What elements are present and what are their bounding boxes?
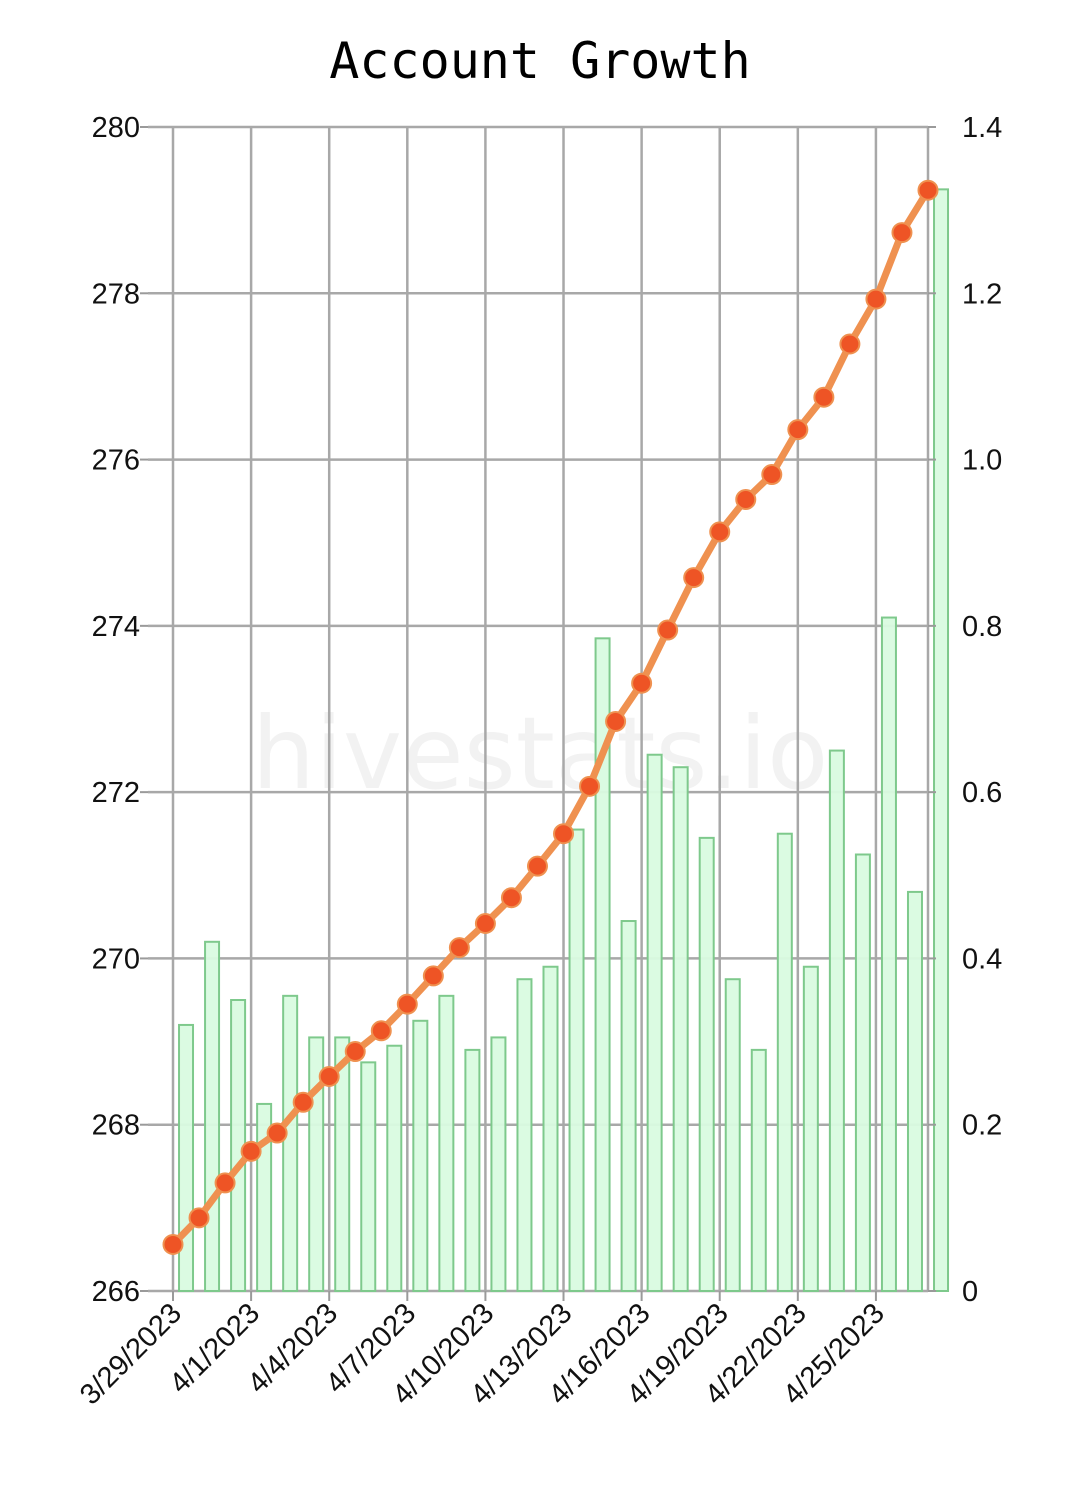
bar [282, 994, 299, 1292]
bar [412, 1019, 429, 1292]
grid [148, 125, 930, 1293]
line-point [162, 1233, 184, 1255]
bar [386, 1044, 403, 1292]
line-point [318, 1065, 340, 1087]
line-point [370, 1020, 392, 1042]
left-y-tick-label: 266 [92, 1276, 140, 1308]
left-y-tick-label: 274 [92, 611, 140, 643]
bar [854, 853, 871, 1292]
line-point [917, 179, 939, 201]
left-y-tick-label: 268 [92, 1110, 140, 1142]
bar [204, 940, 221, 1292]
bar [698, 836, 715, 1292]
bar [802, 965, 819, 1292]
bar [360, 1061, 377, 1293]
line-point [188, 1207, 210, 1229]
line-point [500, 887, 522, 909]
right-y-tick-label: 0.6 [962, 777, 1002, 809]
bar [776, 832, 793, 1292]
right-y-tick-label: 1.4 [962, 112, 1002, 144]
left-y-tick-label: 276 [92, 445, 140, 477]
line-point [787, 419, 809, 441]
right-y-tick-label: 0.2 [962, 1110, 1002, 1142]
right-y-tick-label: 0.4 [962, 943, 1002, 975]
line-point [813, 386, 835, 408]
bar [594, 637, 611, 1292]
bar [334, 1036, 351, 1293]
line-point [865, 288, 887, 310]
right-y-tick-label: 0 [962, 1276, 978, 1308]
line-point [553, 823, 575, 845]
line-point [839, 333, 861, 355]
line-point [579, 775, 601, 797]
right-y-tick-label: 0.8 [962, 611, 1002, 643]
line-point [344, 1041, 366, 1063]
bar [933, 188, 950, 1292]
line-point [761, 464, 783, 486]
bar [620, 920, 637, 1292]
line-point [709, 521, 731, 543]
bar [828, 749, 845, 1292]
bar [724, 978, 741, 1292]
line-point [214, 1172, 236, 1194]
chart-title: Account Growth [329, 32, 750, 90]
bar [672, 766, 689, 1292]
line-point [657, 619, 679, 641]
line-point [683, 567, 705, 589]
bar-series [178, 188, 950, 1293]
bar [438, 994, 455, 1292]
line-series [162, 179, 939, 1255]
bar [568, 828, 585, 1292]
line-point [605, 710, 627, 732]
bar [646, 753, 663, 1292]
left-y-tick-label: 280 [92, 112, 140, 144]
line-point [292, 1091, 314, 1113]
line-point [240, 1140, 262, 1162]
line-point [266, 1122, 288, 1144]
watermark: hivestats.io [252, 695, 829, 812]
line-point [735, 488, 757, 510]
left-y-tick-label: 278 [92, 278, 140, 310]
line-point [448, 937, 470, 959]
line-point [891, 222, 913, 244]
bar [880, 616, 897, 1292]
bar [906, 890, 923, 1293]
line-point [526, 855, 548, 877]
right-y-tick-label: 1.2 [962, 278, 1002, 310]
line-point [631, 672, 653, 694]
bar [464, 1048, 481, 1293]
left-y-tick-label: 272 [92, 777, 140, 809]
bar [542, 965, 559, 1292]
line-point [474, 913, 496, 935]
bar [750, 1048, 767, 1293]
left-y-tick-label: 270 [92, 943, 140, 975]
line-point [422, 965, 444, 987]
bar [490, 1036, 507, 1293]
bar [516, 978, 533, 1292]
line-point [396, 993, 418, 1015]
right-y-tick-label: 1.0 [962, 445, 1002, 477]
